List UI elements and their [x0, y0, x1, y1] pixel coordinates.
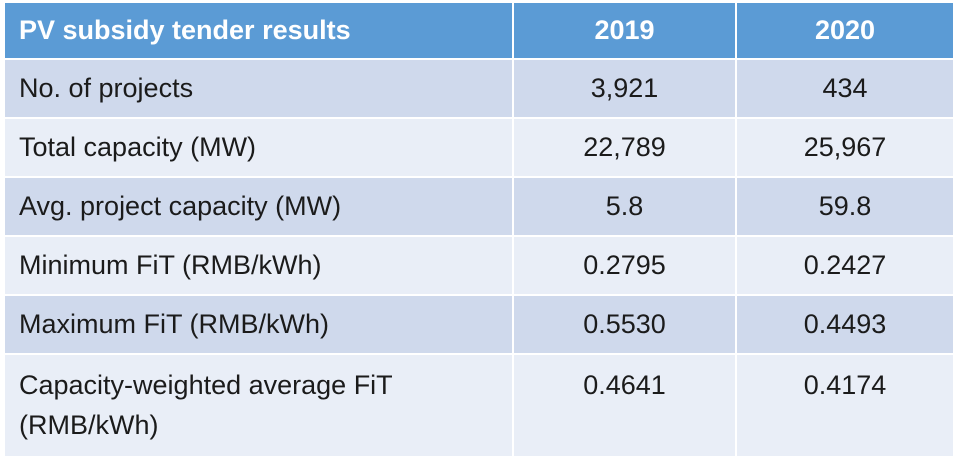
table-row-max-fit: Maximum FiT (RMB/kWh) 0.5530 0.4493	[3, 294, 955, 355]
value-2020: 0.2427	[735, 235, 955, 296]
value-2019: 3,921	[512, 58, 737, 119]
value-2020: 434	[735, 58, 955, 119]
table-body: No. of projects 3,921 434 Total capacity…	[3, 58, 955, 458]
row-label: Total capacity (MW)	[3, 117, 514, 178]
row-label: Minimum FiT (RMB/kWh)	[3, 235, 514, 296]
header-cell-title: PV subsidy tender results	[3, 1, 514, 60]
table-row-projects: No. of projects 3,921 434	[3, 58, 955, 119]
table-row-weighted-avg-fit: Capacity-weighted average FiT (RMB/kWh) …	[3, 353, 955, 458]
value-2020: 0.4174	[735, 353, 955, 458]
value-2019: 0.4641	[512, 353, 737, 458]
row-label: Capacity-weighted average FiT (RMB/kWh)	[3, 353, 514, 458]
value-2019: 0.5530	[512, 294, 737, 355]
value-2020: 25,967	[735, 117, 955, 178]
value-2019: 22,789	[512, 117, 737, 178]
header-cell-2020: 2020	[735, 1, 955, 60]
value-2019: 0.2795	[512, 235, 737, 296]
row-label: Maximum FiT (RMB/kWh)	[3, 294, 514, 355]
table-header: PV subsidy tender results 2019 2020	[3, 1, 955, 60]
header-row: PV subsidy tender results 2019 2020	[3, 1, 955, 60]
tender-results-table-container: PV subsidy tender results 2019 2020 No. …	[3, 1, 955, 458]
header-cell-2019: 2019	[512, 1, 737, 60]
value-2020: 0.4493	[735, 294, 955, 355]
value-2019: 5.8	[512, 176, 737, 237]
value-2020: 59.8	[735, 176, 955, 237]
table-row-avg-capacity: Avg. project capacity (MW) 5.8 59.8	[3, 176, 955, 237]
tender-results-table: PV subsidy tender results 2019 2020 No. …	[3, 1, 955, 458]
row-label: No. of projects	[3, 58, 514, 119]
table-row-min-fit: Minimum FiT (RMB/kWh) 0.2795 0.2427	[3, 235, 955, 296]
row-label: Avg. project capacity (MW)	[3, 176, 514, 237]
table-row-total-capacity: Total capacity (MW) 22,789 25,967	[3, 117, 955, 178]
